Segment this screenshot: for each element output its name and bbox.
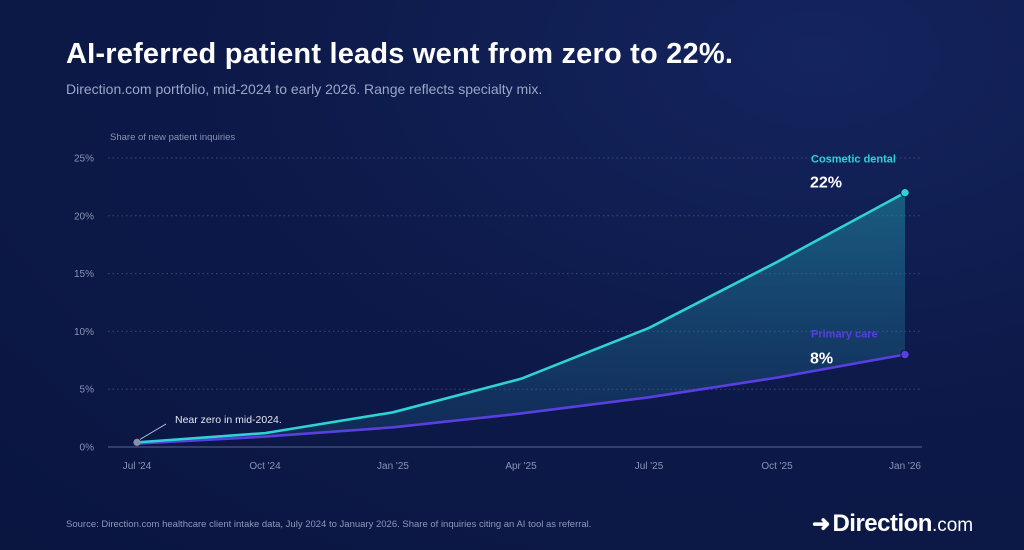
x-tick-label: Apr '25 bbox=[505, 461, 537, 472]
logo-suffix: .com bbox=[931, 515, 974, 536]
series-line bbox=[135, 353, 907, 445]
annotation-leader bbox=[139, 423, 167, 440]
logo-wordmark: Direction bbox=[832, 510, 932, 537]
series-end-point bbox=[900, 349, 910, 360]
range-fill bbox=[137, 192, 905, 444]
series-end-point bbox=[900, 187, 910, 198]
direction-logo: ➜ Direction .com bbox=[812, 510, 973, 540]
series-line bbox=[135, 191, 907, 444]
arrow-icon: ➜ bbox=[812, 511, 831, 536]
y-axis-label: Share of new patient inquiries bbox=[110, 132, 235, 143]
start-point bbox=[133, 438, 141, 446]
chart-subtitle: Direction.com portfolio, mid-2024 to ear… bbox=[66, 81, 543, 97]
source-note: Source: Direction.com healthcare client … bbox=[66, 519, 592, 530]
y-tick-label: 20% bbox=[74, 211, 94, 222]
y-tick-label: 0% bbox=[80, 443, 95, 454]
series-end-value: 8% bbox=[810, 351, 833, 368]
series-name-label: Primary care bbox=[811, 329, 878, 341]
series-name-label: Cosmetic dental bbox=[811, 154, 896, 166]
annotation-text: Near zero in mid-2024. bbox=[175, 414, 282, 426]
y-tick-label: 25% bbox=[74, 154, 94, 165]
x-tick-label: Oct '24 bbox=[249, 461, 281, 472]
series-end-value: 22% bbox=[810, 175, 842, 192]
x-tick-label: Jan '25 bbox=[377, 461, 409, 472]
y-tick-label: 15% bbox=[74, 269, 94, 280]
y-tick-label: 5% bbox=[80, 385, 95, 396]
chart-title: AI-referred patient leads went from zero… bbox=[66, 38, 734, 70]
x-tick-label: Jan '26 bbox=[889, 461, 921, 472]
y-tick-label: 10% bbox=[74, 327, 94, 338]
x-tick-label: Jul '24 bbox=[123, 461, 152, 472]
x-tick-label: Jul '25 bbox=[635, 461, 664, 472]
x-tick-label: Oct '25 bbox=[761, 461, 793, 472]
